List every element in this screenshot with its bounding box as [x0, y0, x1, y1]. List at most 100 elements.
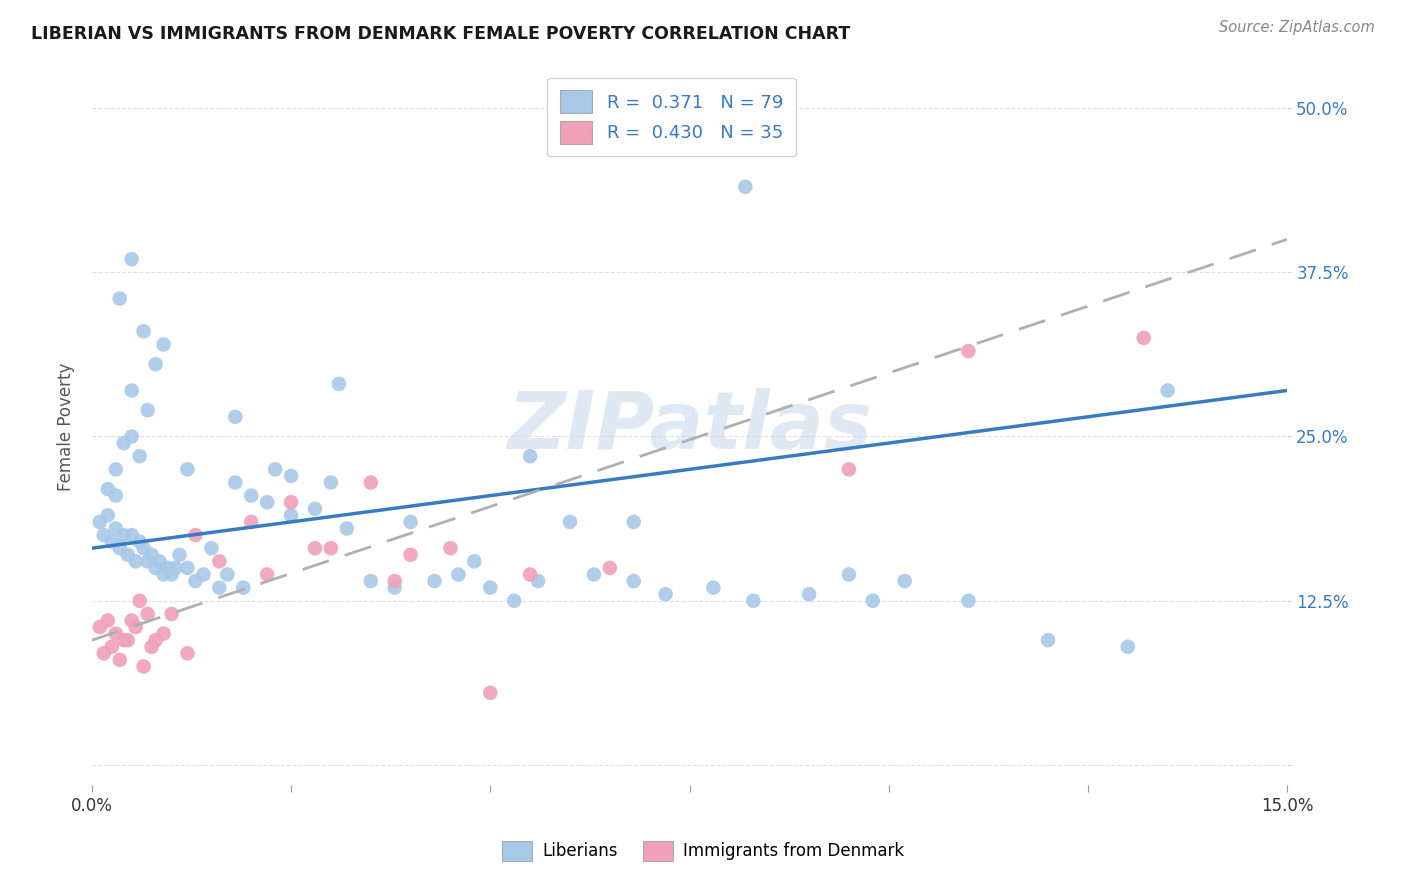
- Point: [152, 337, 174, 351]
- Point: [264, 462, 287, 476]
- Point: [463, 554, 485, 568]
- Point: [176, 462, 198, 476]
- Point: [128, 534, 150, 549]
- Point: [97, 482, 120, 496]
- Point: [184, 528, 207, 542]
- Point: [256, 495, 278, 509]
- Point: [176, 561, 198, 575]
- Point: [104, 462, 127, 476]
- Point: [112, 633, 135, 648]
- Point: [89, 620, 111, 634]
- Point: [654, 587, 676, 601]
- Point: [117, 548, 139, 562]
- Point: [599, 561, 621, 575]
- Text: LIBERIAN VS IMMIGRANTS FROM DENMARK FEMALE POVERTY CORRELATION CHART: LIBERIAN VS IMMIGRANTS FROM DENMARK FEMA…: [31, 25, 851, 43]
- Point: [145, 357, 167, 371]
- Point: [217, 567, 239, 582]
- Point: [742, 594, 765, 608]
- Point: [838, 567, 860, 582]
- Point: [623, 515, 645, 529]
- Point: [104, 489, 127, 503]
- Point: [160, 607, 183, 621]
- Point: [957, 594, 980, 608]
- Text: Source: ZipAtlas.com: Source: ZipAtlas.com: [1219, 20, 1375, 35]
- Point: [121, 528, 143, 542]
- Point: [117, 633, 139, 648]
- Point: [208, 554, 231, 568]
- Point: [1156, 384, 1178, 398]
- Point: [104, 626, 127, 640]
- Point: [124, 554, 146, 568]
- Point: [423, 574, 446, 588]
- Point: [149, 554, 172, 568]
- Point: [89, 515, 111, 529]
- Point: [224, 409, 246, 424]
- Point: [104, 521, 127, 535]
- Point: [97, 508, 120, 523]
- Point: [100, 534, 122, 549]
- Point: [734, 179, 756, 194]
- Point: [582, 567, 605, 582]
- Point: [240, 489, 263, 503]
- Point: [384, 574, 406, 588]
- Point: [319, 475, 342, 490]
- Point: [93, 528, 115, 542]
- Point: [128, 594, 150, 608]
- Point: [479, 686, 502, 700]
- Point: [184, 574, 207, 588]
- Point: [623, 574, 645, 588]
- Point: [108, 292, 131, 306]
- Text: ZIPatlas: ZIPatlas: [508, 388, 872, 466]
- Legend: Liberians, Immigrants from Denmark: Liberians, Immigrants from Denmark: [495, 834, 911, 868]
- Point: [797, 587, 820, 601]
- Point: [160, 567, 183, 582]
- Point: [1116, 640, 1139, 654]
- Point: [240, 515, 263, 529]
- Point: [862, 594, 884, 608]
- Point: [208, 581, 231, 595]
- Point: [97, 614, 120, 628]
- Point: [165, 561, 187, 575]
- Point: [128, 449, 150, 463]
- Point: [702, 581, 724, 595]
- Point: [280, 508, 302, 523]
- Point: [124, 620, 146, 634]
- Point: [447, 567, 470, 582]
- Point: [193, 567, 215, 582]
- Point: [479, 581, 502, 595]
- Point: [141, 640, 163, 654]
- Point: [136, 607, 159, 621]
- Point: [893, 574, 915, 588]
- Point: [280, 469, 302, 483]
- Point: [200, 541, 222, 556]
- Point: [169, 548, 191, 562]
- Point: [280, 495, 302, 509]
- Point: [152, 626, 174, 640]
- Point: [132, 541, 155, 556]
- Point: [503, 594, 526, 608]
- Point: [121, 384, 143, 398]
- Point: [108, 541, 131, 556]
- Point: [399, 548, 422, 562]
- Point: [176, 646, 198, 660]
- Point: [132, 659, 155, 673]
- Point: [519, 567, 541, 582]
- Point: [384, 581, 406, 595]
- Point: [112, 528, 135, 542]
- Point: [336, 521, 359, 535]
- Point: [100, 640, 122, 654]
- Point: [152, 567, 174, 582]
- Point: [156, 561, 179, 575]
- Point: [112, 436, 135, 450]
- Point: [399, 515, 422, 529]
- Point: [141, 548, 163, 562]
- Point: [1036, 633, 1059, 648]
- Point: [136, 403, 159, 417]
- Point: [838, 462, 860, 476]
- Point: [232, 581, 254, 595]
- Point: [519, 449, 541, 463]
- Point: [132, 324, 155, 338]
- Point: [224, 475, 246, 490]
- Point: [527, 574, 550, 588]
- Point: [1132, 331, 1154, 345]
